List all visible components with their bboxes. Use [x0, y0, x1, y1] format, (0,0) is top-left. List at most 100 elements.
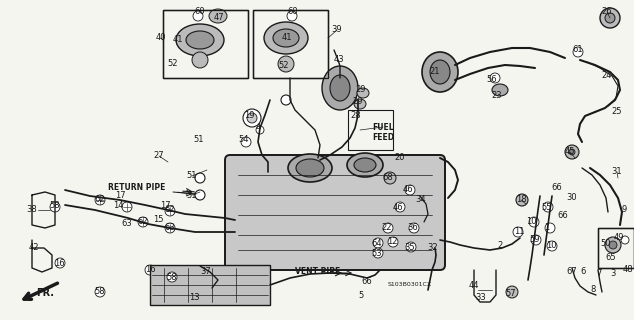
Text: 64: 64 [372, 238, 382, 247]
Text: 61: 61 [573, 45, 583, 54]
Text: 66: 66 [361, 277, 372, 286]
Text: 22: 22 [382, 223, 392, 233]
Text: 66: 66 [558, 212, 568, 220]
Text: 52: 52 [168, 60, 178, 68]
Ellipse shape [388, 237, 398, 247]
Ellipse shape [354, 158, 376, 172]
Text: 17: 17 [115, 191, 126, 201]
Text: 66: 66 [552, 183, 562, 193]
Text: 51: 51 [187, 172, 197, 180]
Text: 51: 51 [194, 135, 204, 145]
Text: 46: 46 [403, 186, 413, 195]
Text: 55: 55 [541, 203, 552, 212]
Ellipse shape [384, 172, 396, 184]
Ellipse shape [600, 8, 620, 28]
Ellipse shape [430, 60, 450, 84]
Ellipse shape [256, 126, 264, 134]
Ellipse shape [490, 73, 500, 83]
Bar [163, 10, 248, 78]
Text: 41: 41 [281, 34, 292, 43]
Text: 63: 63 [122, 220, 133, 228]
Ellipse shape [165, 223, 175, 233]
Text: 50: 50 [601, 239, 611, 249]
Ellipse shape [247, 113, 257, 123]
Text: 15: 15 [153, 215, 163, 225]
Ellipse shape [192, 52, 208, 68]
Ellipse shape [347, 153, 383, 177]
Ellipse shape [357, 88, 369, 98]
Text: 18: 18 [515, 196, 526, 204]
Ellipse shape [55, 258, 65, 268]
Ellipse shape [383, 223, 393, 233]
Text: 42: 42 [29, 244, 39, 252]
Text: 34: 34 [416, 196, 426, 204]
Text: RETURN PIPE: RETURN PIPE [108, 183, 165, 193]
Ellipse shape [176, 24, 224, 56]
Text: 32: 32 [428, 243, 438, 252]
Ellipse shape [573, 47, 583, 57]
Ellipse shape [122, 202, 132, 212]
Ellipse shape [547, 241, 557, 251]
Text: 48: 48 [623, 266, 633, 275]
Text: 43: 43 [333, 55, 344, 65]
Text: 51: 51 [187, 190, 197, 199]
Text: 54: 54 [239, 135, 249, 145]
Text: 41: 41 [172, 36, 183, 44]
Ellipse shape [545, 223, 555, 233]
Ellipse shape [241, 137, 251, 147]
Ellipse shape [513, 227, 523, 237]
Text: 58: 58 [94, 287, 105, 297]
Text: 10: 10 [526, 218, 536, 227]
Text: 36: 36 [408, 222, 418, 231]
Text: 10: 10 [546, 242, 556, 251]
Text: 31: 31 [612, 167, 623, 177]
Text: 47: 47 [214, 12, 224, 21]
Ellipse shape [516, 194, 528, 206]
Ellipse shape [531, 235, 541, 245]
Text: 16: 16 [54, 260, 64, 268]
Text: FUEL: FUEL [372, 123, 394, 132]
Text: 38: 38 [27, 205, 37, 214]
Text: 59: 59 [530, 236, 540, 244]
Text: 16: 16 [145, 266, 155, 275]
Ellipse shape [609, 241, 617, 249]
Ellipse shape [506, 286, 518, 298]
Ellipse shape [322, 66, 358, 110]
Ellipse shape [296, 159, 324, 177]
Text: 30: 30 [567, 193, 578, 202]
Text: FR.: FR. [36, 288, 54, 298]
Text: 60: 60 [195, 7, 205, 17]
Ellipse shape [373, 248, 383, 258]
Text: 29: 29 [353, 98, 363, 107]
Text: 2: 2 [498, 242, 503, 251]
Ellipse shape [195, 173, 205, 183]
Text: 37: 37 [200, 268, 211, 276]
Ellipse shape [138, 217, 148, 227]
Bar [348, 110, 393, 150]
Ellipse shape [95, 287, 105, 297]
Text: 52: 52 [279, 60, 289, 69]
Ellipse shape [145, 265, 155, 275]
Text: 53: 53 [372, 249, 382, 258]
Text: 6: 6 [580, 267, 586, 276]
Text: 40: 40 [156, 34, 166, 43]
Ellipse shape [569, 149, 575, 155]
Text: 57: 57 [506, 289, 516, 298]
Text: 68: 68 [383, 173, 393, 182]
Ellipse shape [243, 109, 261, 127]
Text: 56: 56 [487, 76, 497, 84]
FancyBboxPatch shape [225, 155, 445, 270]
Ellipse shape [543, 202, 553, 212]
Ellipse shape [209, 9, 227, 23]
Ellipse shape [195, 190, 205, 200]
Text: 63: 63 [165, 223, 176, 233]
Text: 21: 21 [430, 68, 440, 76]
Ellipse shape [288, 154, 332, 182]
Ellipse shape [186, 31, 214, 49]
Ellipse shape [95, 195, 105, 205]
Text: 35: 35 [404, 243, 415, 252]
Ellipse shape [605, 13, 615, 23]
Text: 45: 45 [565, 148, 575, 156]
Text: 44: 44 [469, 282, 479, 291]
Ellipse shape [273, 29, 299, 47]
